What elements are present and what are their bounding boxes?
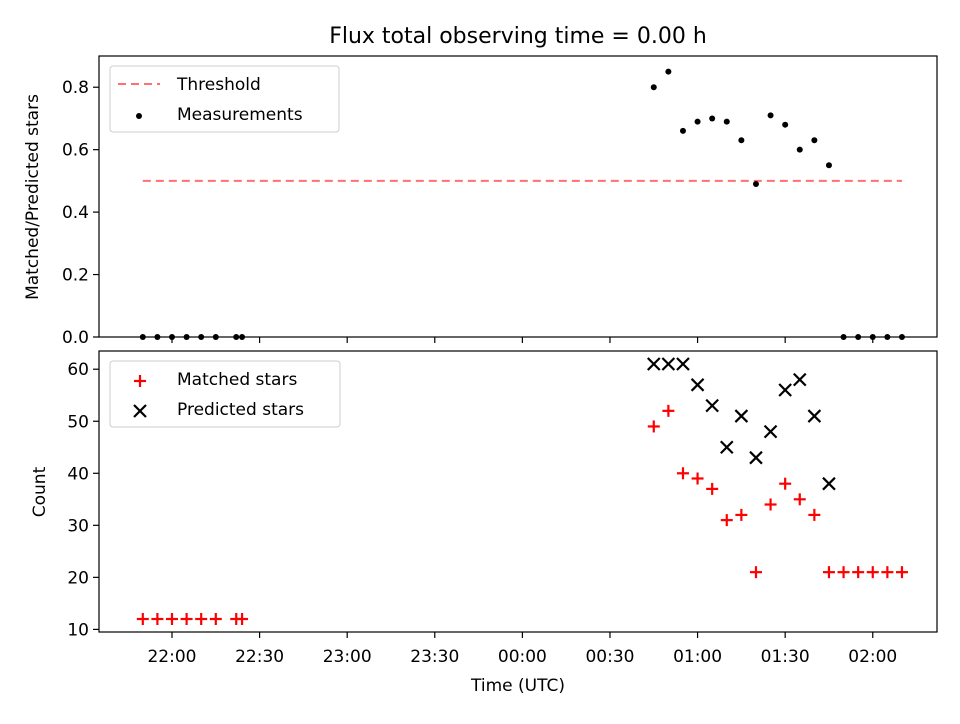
measurement-point [694, 118, 701, 125]
measurement-point [752, 181, 759, 188]
measurement-point [738, 137, 745, 144]
measurement-point [679, 127, 686, 134]
matched-star-point [852, 566, 865, 579]
measurement-point [811, 137, 818, 144]
measurement-point [650, 84, 657, 91]
bottom-ytick-label: 50 [67, 412, 89, 432]
matched-star-point [779, 477, 792, 490]
matched-star-point [691, 472, 704, 485]
measurements-legend-label: Measurements [177, 105, 303, 125]
predicted-star-point [690, 378, 705, 392]
predicted-star-point [763, 424, 778, 439]
matched-star-point [822, 566, 835, 579]
bottom-x-axis-ticks: 22:00 22:30 23:00 23:30 00:00 00:30 01:00 01:30… [147, 632, 897, 667]
matched-star-point [706, 482, 719, 495]
matched-star-point [837, 566, 850, 579]
bottom-legend: Matched stars Predicted stars [109, 360, 341, 428]
top-ytick-label: 0.8 [62, 78, 89, 98]
matched-legend-label: Matched stars [177, 370, 297, 390]
matched-star-point [151, 612, 164, 625]
matched-star-point [866, 566, 879, 579]
bottom-ytick-label: 10 [67, 620, 89, 640]
xtick-label: 00:30 [585, 647, 634, 667]
top-y-axis-label: Matched/Predicted stars [23, 94, 43, 300]
predicted-legend-swatch [133, 404, 147, 418]
matched-star-point [735, 508, 748, 521]
measurement-point [796, 146, 803, 153]
threshold-legend-label: Threshold [176, 75, 261, 95]
bottom-y-axis-label: Count [30, 466, 50, 517]
predicted-star-point [807, 409, 822, 423]
matched-star-point [662, 404, 675, 417]
predicted-star-point [734, 409, 749, 423]
measurement-point [723, 118, 730, 125]
matched-star-point [895, 566, 908, 579]
bottom-ytick-label: 20 [67, 568, 89, 588]
bottom-ytick-label: 60 [67, 360, 89, 380]
matched-star-point [180, 612, 193, 625]
measurement-point [709, 115, 716, 122]
bottom-y-axis-ticks: 10 20 30 40 50 60 [67, 360, 99, 640]
predicted-legend-label: Predicted stars [177, 400, 304, 420]
xtick-label: 01:30 [761, 647, 810, 667]
top-y-axis-ticks: 0.0 0.2 0.4 0.6 0.8 [62, 78, 99, 348]
chart-title: Flux total observing time = 0.00 h [329, 24, 707, 49]
matched-star-point [720, 514, 733, 527]
matched-star-point [676, 467, 689, 480]
predicted-star-point [676, 357, 690, 371]
top-panel: 0.00.20.40.60.8 Matched/Predicted stars … [23, 55, 938, 348]
xtick-label: 23:30 [410, 647, 459, 667]
bottom-ytick-label: 40 [67, 464, 89, 484]
predicted-star-point [705, 398, 719, 413]
bottom-ytick-label: 30 [67, 516, 89, 536]
matched-legend-swatch [134, 375, 146, 387]
top-legend-frame [109, 65, 340, 133]
top-x-axis-ticks [171, 337, 874, 343]
measurement-point [767, 112, 774, 119]
bottom-legend-frame [109, 360, 341, 428]
bottom-panel: 10 20 30 40 50 60 22:00 22:30 23:00 23:30 00:00 00… [30, 350, 938, 696]
xtick-label: 00:00 [498, 647, 547, 667]
top-ytick-label: 0.6 [62, 141, 89, 161]
predicted-star-point [822, 476, 836, 491]
matched-star-point [808, 508, 821, 521]
measurement-point [825, 162, 832, 169]
top-ytick-label: 0.2 [62, 266, 89, 286]
matched-star-point [647, 420, 660, 433]
x-axis-label: Time (UTC) [470, 676, 565, 696]
top-legend: Threshold Measurements [109, 65, 340, 133]
xtick-label: 22:30 [235, 647, 284, 667]
predicted-star-point [661, 357, 676, 371]
measurement-point [782, 121, 789, 128]
predicted-star-point [646, 357, 661, 371]
xtick-label: 02:00 [848, 647, 897, 667]
bottom-plot-frame [98, 350, 938, 633]
top-ytick-label: 0.0 [62, 328, 89, 348]
xtick-label: 01:00 [673, 647, 722, 667]
predicted-star-point [749, 450, 763, 465]
top-ytick-label: 0.4 [62, 203, 89, 223]
xtick-label: 22:00 [147, 647, 196, 667]
matched-star-point [209, 612, 222, 625]
matched-star-point [165, 612, 178, 625]
xtick-label: 23:00 [323, 647, 372, 667]
measurements-legend-swatch [136, 113, 142, 119]
predicted-star-point [792, 372, 807, 387]
predicted-star-point [719, 440, 734, 455]
matched-star-point [236, 612, 249, 625]
matched-star-point [136, 612, 149, 625]
matched-star-point [764, 498, 777, 511]
measurement-point [665, 68, 672, 75]
matched-star-point [793, 493, 806, 506]
count-points [136, 357, 908, 625]
matched-star-point [195, 612, 208, 625]
matched-star-point [881, 566, 894, 579]
matched-star-point [749, 566, 762, 579]
predicted-star-point [778, 383, 792, 397]
top-plot-frame [98, 55, 938, 338]
